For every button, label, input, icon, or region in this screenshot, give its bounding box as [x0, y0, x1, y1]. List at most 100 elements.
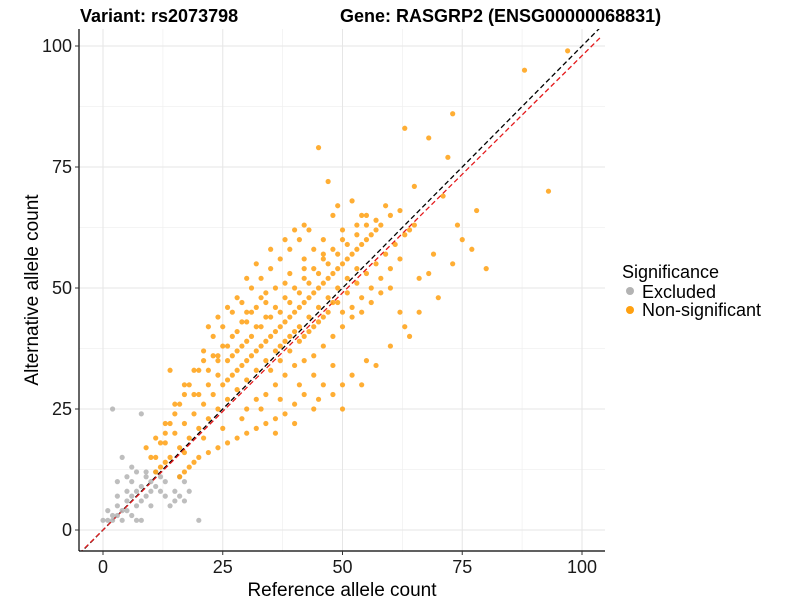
point-non-significant [392, 241, 398, 248]
point-non-significant [287, 333, 293, 339]
point-excluded [148, 488, 154, 494]
point-non-significant [368, 232, 374, 238]
point-non-significant [210, 353, 216, 359]
point-non-significant [215, 314, 221, 320]
point-non-significant [330, 270, 336, 277]
point-non-significant [167, 367, 173, 373]
point-excluded [124, 488, 130, 494]
point-non-significant [339, 237, 346, 243]
point-non-significant [402, 125, 408, 131]
point-excluded [172, 488, 178, 494]
point-non-significant [248, 353, 255, 359]
point-non-significant [277, 309, 283, 315]
point-non-significant [277, 256, 283, 262]
point-non-significant [215, 353, 221, 359]
point-non-significant [181, 391, 188, 398]
point-non-significant [263, 338, 269, 344]
point-non-significant [354, 280, 360, 286]
point-non-significant [186, 435, 192, 441]
point-non-significant [402, 324, 408, 330]
point-non-significant [229, 353, 235, 359]
point-non-significant [292, 362, 298, 369]
point-non-significant [354, 246, 360, 252]
point-non-significant [277, 324, 283, 330]
point-non-significant [397, 207, 403, 214]
point-non-significant [306, 227, 312, 233]
point-non-significant [272, 382, 279, 388]
point-excluded [143, 469, 149, 475]
point-non-significant [215, 445, 221, 451]
point-non-significant [368, 299, 374, 306]
point-non-significant [181, 449, 188, 456]
point-non-significant [181, 469, 188, 475]
point-non-significant [191, 411, 197, 417]
point-non-significant [306, 295, 312, 301]
point-non-significant [224, 440, 231, 446]
point-non-significant [196, 454, 202, 460]
y-tick-label: 100 [42, 36, 72, 56]
point-non-significant [272, 285, 279, 291]
point-non-significant [339, 406, 346, 412]
point-non-significant [406, 333, 413, 339]
point-non-significant [306, 328, 312, 335]
point-non-significant [373, 227, 379, 233]
point-non-significant [387, 212, 393, 218]
reference-lines [80, 29, 602, 551]
point-non-significant [292, 328, 298, 335]
point-non-significant [234, 328, 240, 335]
point-excluded [162, 493, 168, 499]
point-non-significant [330, 246, 336, 252]
point-non-significant [545, 188, 552, 194]
title-gene: Gene: RASGRP2 (ENSG00000068831) [340, 6, 661, 26]
point-excluded [114, 479, 120, 485]
point-non-significant [162, 430, 168, 436]
point-non-significant [426, 270, 432, 277]
point-non-significant [234, 367, 240, 373]
point-non-significant [200, 435, 207, 441]
point-non-significant [296, 290, 302, 296]
point-non-significant [234, 435, 240, 441]
point-non-significant [172, 430, 178, 436]
point-non-significant [191, 459, 197, 465]
point-non-significant [311, 290, 317, 296]
point-non-significant [248, 309, 255, 315]
point-non-significant [205, 324, 211, 330]
point-non-significant [402, 232, 408, 238]
point-non-significant [258, 324, 264, 330]
point-non-significant [234, 348, 240, 354]
point-non-significant [244, 430, 250, 436]
point-non-significant [339, 324, 346, 330]
point-non-significant [349, 198, 355, 204]
point-non-significant [244, 338, 250, 344]
point-excluded [133, 488, 140, 494]
point-non-significant [330, 333, 336, 339]
point-excluded [119, 454, 125, 460]
point-non-significant [292, 227, 298, 233]
point-non-significant [253, 367, 259, 373]
point-non-significant [253, 261, 259, 267]
point-non-significant [224, 396, 231, 402]
point-non-significant [258, 406, 264, 412]
point-excluded [143, 474, 149, 480]
point-non-significant [263, 290, 269, 296]
point-non-significant [315, 396, 322, 402]
point-non-significant [301, 299, 307, 306]
point-non-significant [272, 348, 279, 354]
point-non-significant [239, 416, 245, 422]
legend: Significance Excluded Non-significant [622, 262, 761, 320]
point-non-significant [435, 295, 441, 301]
point-non-significant [205, 416, 211, 422]
point-non-significant [397, 256, 403, 262]
point-non-significant [320, 251, 326, 257]
point-non-significant [306, 314, 312, 320]
point-non-significant [210, 391, 216, 398]
point-excluded [124, 508, 130, 514]
point-non-significant [287, 314, 293, 320]
point-non-significant [339, 382, 346, 388]
point-non-significant [172, 411, 178, 417]
point-non-significant [215, 358, 221, 364]
point-non-significant [200, 348, 207, 354]
point-excluded [124, 474, 130, 480]
point-excluded [181, 479, 188, 485]
point-excluded [162, 479, 168, 485]
